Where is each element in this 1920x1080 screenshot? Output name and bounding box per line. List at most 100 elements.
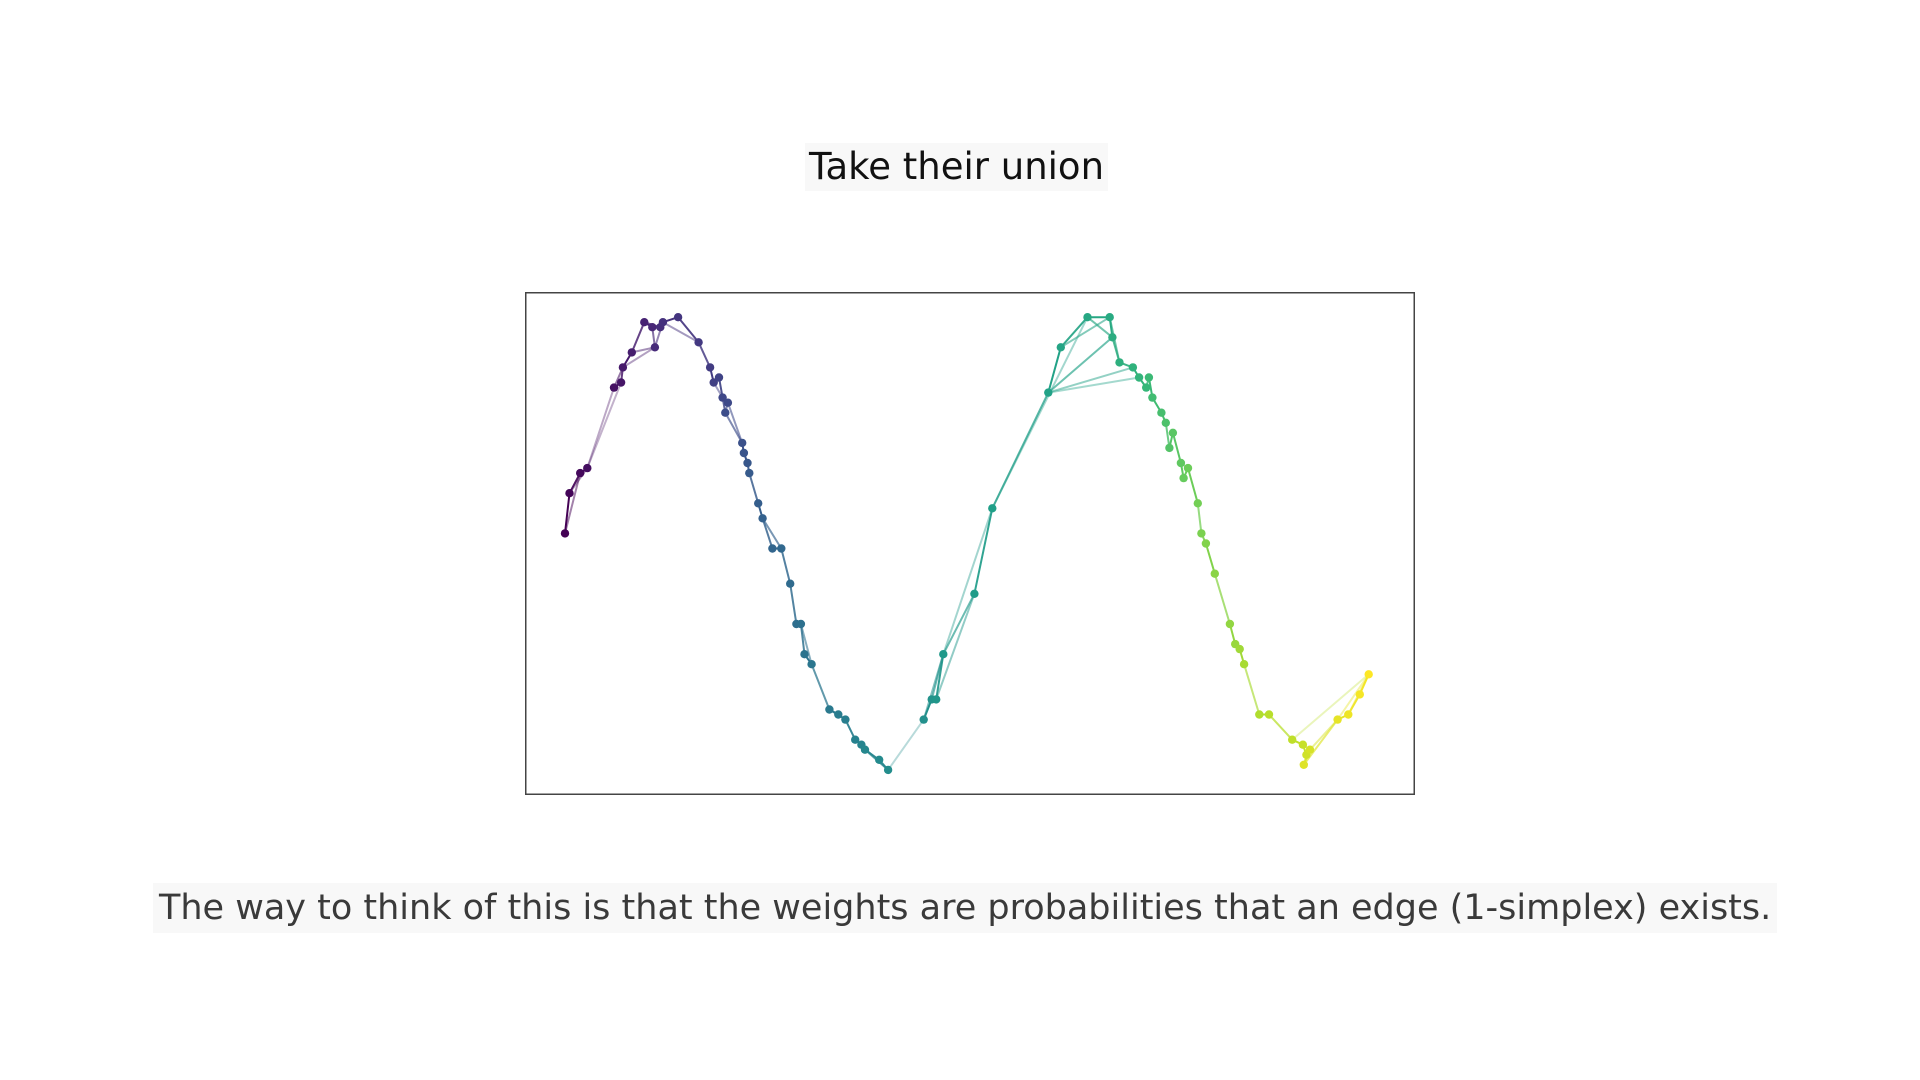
graph-edge xyxy=(1164,421,1171,449)
graph-point xyxy=(875,755,884,764)
graph-point xyxy=(1344,710,1353,719)
graph-point xyxy=(1115,358,1124,367)
graph-point xyxy=(800,650,809,659)
graph-figure xyxy=(525,292,1415,795)
graph-point xyxy=(1108,333,1117,342)
graph-edge xyxy=(810,663,831,711)
graph-edge xyxy=(1243,663,1261,716)
graph-edge xyxy=(761,517,774,550)
graph-point xyxy=(988,504,997,513)
graph-point xyxy=(1210,569,1219,578)
graph-point xyxy=(560,529,570,538)
graph-edge xyxy=(799,623,813,666)
graph-point xyxy=(1134,373,1144,382)
graph-edge xyxy=(1047,366,1134,394)
graph-edge xyxy=(748,472,760,505)
slide-caption: The way to think of this is that the wei… xyxy=(153,883,1778,933)
graph-point xyxy=(648,323,657,332)
graph-edge xyxy=(942,592,976,656)
graph-edge xyxy=(1059,316,1111,349)
graph-point xyxy=(738,438,747,448)
graph-edge xyxy=(630,321,646,354)
graph-edge xyxy=(564,492,571,535)
graph-point xyxy=(714,373,724,382)
graph-point xyxy=(1179,473,1188,483)
graph-edge xyxy=(586,381,623,470)
graph-edge xyxy=(887,718,925,771)
graph-point xyxy=(743,458,752,468)
graph-edge xyxy=(1336,673,1370,721)
graph-point xyxy=(739,448,749,458)
graph-edge xyxy=(761,517,783,550)
graph-edge xyxy=(942,507,994,656)
graph-point xyxy=(1298,740,1308,749)
node-layer xyxy=(560,313,1373,775)
graph-point xyxy=(1128,363,1138,372)
graph-point xyxy=(851,735,860,744)
graph-point xyxy=(883,765,893,775)
graph-point xyxy=(745,468,754,478)
graph-edge xyxy=(697,341,712,369)
graph-point xyxy=(807,660,816,669)
graph-edge xyxy=(1268,713,1294,741)
graph-edge xyxy=(564,472,582,535)
graph-point xyxy=(1193,499,1202,508)
graph-point xyxy=(970,589,979,598)
graph-edge xyxy=(973,507,994,595)
graph-point xyxy=(758,514,767,523)
graph-point xyxy=(1161,418,1170,427)
graph-point xyxy=(1255,710,1264,719)
graph-edge xyxy=(586,386,615,470)
graph-point xyxy=(919,715,928,724)
slide-title: Take their union xyxy=(805,143,1109,191)
graph-edge xyxy=(991,316,1089,510)
graph-point xyxy=(1144,373,1154,382)
graph-edge xyxy=(935,592,976,701)
graph-edge xyxy=(1213,572,1231,625)
graph-point xyxy=(1168,428,1178,437)
graph-point xyxy=(609,383,619,392)
graph-point xyxy=(786,579,795,588)
graph-point xyxy=(1235,644,1244,654)
graph-point xyxy=(723,398,733,407)
graph-point xyxy=(796,619,806,629)
graph-point xyxy=(1305,745,1315,754)
graph-point xyxy=(1176,458,1186,468)
graph-edge xyxy=(1187,467,1199,505)
graph-edge xyxy=(1111,336,1121,364)
graph-point xyxy=(565,489,574,498)
graph-point xyxy=(618,363,628,372)
graph-edge xyxy=(1291,673,1370,741)
graph-point xyxy=(673,313,683,322)
graph-plot xyxy=(525,292,1415,795)
graph-point xyxy=(709,378,718,387)
graph-point xyxy=(1105,313,1114,322)
graph-point xyxy=(1083,313,1092,322)
graph-point xyxy=(1201,539,1211,548)
graph-point xyxy=(1355,690,1364,699)
graph-edge xyxy=(780,547,792,585)
graph-point xyxy=(718,393,727,402)
graph-point xyxy=(1142,383,1151,392)
graph-point xyxy=(1239,660,1249,669)
graph-point xyxy=(1288,735,1297,744)
graph-edge xyxy=(1059,316,1089,349)
graph-edge xyxy=(930,653,945,701)
graph-point xyxy=(576,468,585,478)
graph-point xyxy=(939,650,948,659)
graph-point xyxy=(705,363,715,372)
graph-point xyxy=(1364,670,1373,679)
graph-point xyxy=(640,318,649,327)
graph-point xyxy=(1148,393,1157,402)
graph-point xyxy=(777,544,786,553)
graph-edge xyxy=(661,321,700,344)
graph-point xyxy=(721,408,730,417)
graph-point xyxy=(1056,343,1065,352)
graph-point xyxy=(932,695,941,704)
graph-point xyxy=(1299,760,1308,769)
graph-edge xyxy=(789,582,798,625)
graph-point xyxy=(768,544,777,553)
graph-edge xyxy=(568,467,589,495)
graph-edge xyxy=(1047,346,1062,394)
graph-point xyxy=(1157,408,1166,417)
